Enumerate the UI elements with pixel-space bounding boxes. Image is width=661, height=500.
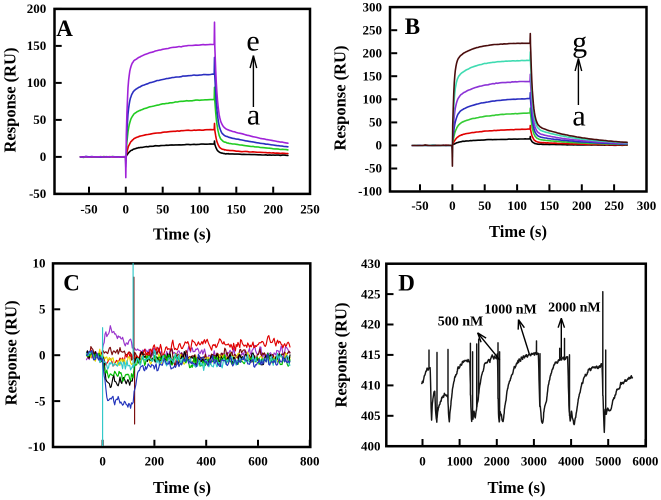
- svg-text:100: 100: [507, 198, 527, 213]
- svg-text:250: 250: [300, 202, 320, 217]
- svg-text:a: a: [247, 99, 260, 132]
- svg-text:50: 50: [369, 115, 382, 130]
- svg-text:150: 150: [540, 198, 560, 213]
- svg-text:-50: -50: [29, 186, 46, 201]
- svg-text:600: 600: [248, 454, 268, 469]
- svg-text:0: 0: [376, 138, 383, 153]
- svg-text:3000: 3000: [521, 454, 547, 469]
- svg-text:200: 200: [363, 45, 383, 60]
- svg-text:200: 200: [263, 202, 283, 217]
- svg-text:200: 200: [145, 454, 165, 469]
- svg-text:Response (RU): Response (RU): [1, 48, 20, 153]
- svg-text:430: 430: [361, 256, 381, 271]
- svg-text:300: 300: [637, 198, 657, 213]
- svg-text:C: C: [63, 270, 80, 295]
- svg-text:e: e: [246, 25, 259, 58]
- svg-text:405: 405: [361, 408, 381, 423]
- svg-text:415: 415: [361, 347, 381, 362]
- svg-text:500 nM: 500 nM: [438, 315, 484, 330]
- svg-text:g: g: [572, 25, 587, 58]
- svg-text:4000: 4000: [558, 454, 584, 469]
- svg-text:1000 nM: 1000 nM: [484, 303, 537, 318]
- svg-text:150: 150: [227, 202, 247, 217]
- svg-text:150: 150: [27, 38, 47, 53]
- svg-text:5000: 5000: [595, 454, 621, 469]
- svg-text:Time (s): Time (s): [153, 225, 211, 244]
- svg-text:100: 100: [27, 75, 47, 90]
- svg-text:50: 50: [33, 112, 46, 127]
- svg-text:Response (RU): Response (RU): [330, 46, 349, 151]
- svg-text:800: 800: [300, 454, 320, 469]
- svg-text:-100: -100: [358, 184, 382, 199]
- svg-text:B: B: [405, 14, 420, 39]
- svg-text:100: 100: [190, 202, 210, 217]
- svg-text:A: A: [56, 16, 73, 41]
- svg-text:Response (RU): Response (RU): [1, 300, 20, 405]
- svg-text:420: 420: [361, 317, 381, 332]
- svg-text:Time (s): Time (s): [488, 478, 546, 497]
- svg-text:D: D: [398, 270, 415, 295]
- svg-text:Time (s): Time (s): [153, 478, 211, 497]
- svg-text:Response (RU): Response (RU): [332, 303, 351, 408]
- svg-text:-50: -50: [80, 202, 97, 217]
- svg-text:250: 250: [363, 22, 383, 37]
- svg-text:50: 50: [478, 198, 491, 213]
- svg-text:0: 0: [40, 149, 47, 164]
- svg-text:0: 0: [123, 202, 130, 217]
- svg-text:1000: 1000: [447, 454, 473, 469]
- svg-text:-5: -5: [35, 393, 46, 408]
- svg-text:-50: -50: [365, 161, 382, 176]
- svg-text:150: 150: [363, 69, 383, 84]
- svg-text:10: 10: [33, 256, 46, 271]
- svg-text:410: 410: [361, 378, 381, 393]
- svg-text:2000 nM: 2000 nM: [548, 301, 601, 316]
- svg-text:200: 200: [572, 198, 592, 213]
- svg-text:5: 5: [39, 302, 46, 317]
- svg-text:-50: -50: [411, 198, 428, 213]
- svg-text:100: 100: [363, 92, 383, 107]
- svg-text:50: 50: [156, 202, 169, 217]
- svg-text:250: 250: [604, 198, 624, 213]
- svg-text:0: 0: [449, 198, 456, 213]
- svg-text:0: 0: [39, 347, 46, 362]
- svg-text:0: 0: [99, 454, 106, 469]
- svg-text:400: 400: [196, 454, 216, 469]
- svg-text:0: 0: [419, 454, 426, 469]
- svg-text:200: 200: [27, 1, 47, 16]
- svg-text:-10: -10: [28, 439, 45, 454]
- svg-text:425: 425: [361, 286, 381, 301]
- svg-text:6000: 6000: [632, 454, 658, 469]
- svg-text:2000: 2000: [484, 454, 510, 469]
- svg-text:a: a: [572, 100, 585, 133]
- svg-text:Time (s): Time (s): [489, 222, 547, 241]
- svg-text:400: 400: [361, 438, 381, 453]
- svg-text:300: 300: [363, 0, 383, 14]
